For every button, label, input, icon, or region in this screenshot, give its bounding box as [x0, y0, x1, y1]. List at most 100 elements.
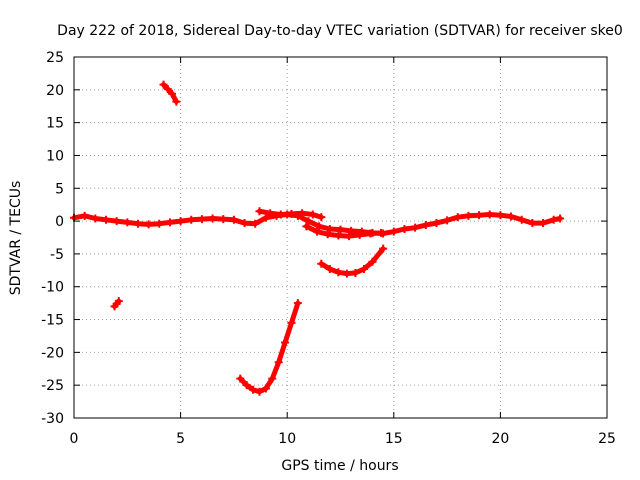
data-point — [317, 213, 326, 222]
data-point — [313, 227, 322, 236]
data-point — [359, 265, 368, 274]
data-point — [336, 225, 345, 234]
data-point — [159, 80, 168, 89]
data-point — [304, 217, 313, 226]
data-point — [240, 219, 249, 228]
x-tick-label: 15 — [385, 431, 403, 447]
x-tick-label: 20 — [491, 431, 509, 447]
y-tick-label: 25 — [46, 50, 64, 66]
data-point — [464, 211, 473, 220]
data-point — [168, 89, 177, 98]
data-point — [453, 213, 462, 222]
y-tick-label: 10 — [46, 148, 64, 164]
data-point — [219, 215, 228, 224]
data-point — [274, 358, 283, 367]
data-point — [251, 219, 260, 228]
data-point — [261, 213, 270, 222]
y-tick-label: -30 — [41, 411, 64, 427]
data-point — [112, 217, 121, 226]
data-point — [255, 207, 264, 216]
data-point — [377, 228, 386, 237]
data-point — [123, 218, 132, 227]
data-point — [317, 259, 326, 268]
data-point — [421, 221, 430, 230]
data-point — [91, 214, 100, 223]
data-point — [276, 210, 285, 219]
data-series — [70, 80, 565, 396]
x-axis-label: GPS time / hours — [281, 458, 398, 474]
x-tick-label: 0 — [70, 431, 79, 447]
data-point — [155, 219, 164, 228]
data-point — [101, 215, 110, 224]
data-point — [308, 210, 317, 219]
data-point — [334, 268, 343, 277]
y-tick-label: 15 — [46, 116, 64, 132]
data-point — [485, 210, 494, 219]
data-point — [249, 385, 258, 394]
data-point — [475, 211, 484, 220]
data-point — [366, 229, 375, 238]
data-point — [229, 215, 238, 224]
data-point — [165, 218, 174, 227]
data-point — [187, 215, 196, 224]
series-small-segment — [110, 297, 123, 311]
y-tick-label: -5 — [50, 247, 64, 263]
data-point — [411, 223, 420, 232]
y-axis-label: SDTVAR / TECUs — [8, 181, 24, 296]
x-tick-label: 25 — [598, 431, 616, 447]
y-tick-label: -10 — [41, 280, 64, 296]
x-tick-label: 5 — [176, 431, 185, 447]
data-point — [208, 214, 217, 223]
data-point — [345, 232, 354, 241]
data-point — [443, 216, 452, 225]
data-point — [323, 230, 332, 239]
data-point — [389, 227, 398, 236]
chart-title: Day 222 of 2018, Sidereal Day-to-day VTE… — [57, 23, 623, 39]
data-point — [368, 257, 377, 266]
data-point — [539, 219, 548, 228]
data-point — [197, 215, 206, 224]
data-point — [400, 224, 409, 233]
y-tick-label: 5 — [55, 181, 64, 197]
y-tick-label: -25 — [41, 378, 64, 394]
y-tick-label: -15 — [41, 313, 64, 329]
series-deep-arc — [236, 299, 302, 396]
data-point — [496, 211, 505, 220]
data-point — [549, 215, 558, 224]
data-point — [236, 374, 245, 383]
series-main-band — [70, 210, 565, 238]
data-point — [287, 209, 296, 218]
data-point — [507, 212, 516, 221]
data-point — [144, 220, 153, 229]
data-point — [556, 214, 565, 223]
series-high-segment — [159, 80, 181, 106]
data-point — [302, 222, 311, 231]
series-upper-branch — [255, 207, 326, 222]
series-line — [237, 300, 301, 395]
data-point — [351, 268, 360, 277]
data-point — [133, 219, 142, 228]
data-point — [528, 219, 537, 228]
data-point — [315, 222, 324, 231]
data-point — [517, 215, 526, 224]
series-line — [161, 82, 179, 105]
data-point — [172, 97, 181, 106]
data-point — [325, 224, 334, 233]
data-point — [268, 374, 277, 383]
data-point — [334, 231, 343, 240]
data-point — [293, 299, 302, 308]
data-point — [298, 209, 307, 218]
y-tick-label: 0 — [55, 214, 64, 230]
grid-lines — [74, 57, 607, 418]
axis-ticks: 0 5 10 15 20 25 -30 -25 -20 -15 -10 -5 0 5 10 15 20 25 — [41, 50, 616, 447]
data-point — [80, 211, 89, 220]
data-point — [114, 297, 123, 306]
series-secondary-arc — [317, 244, 388, 278]
x-tick-label: 10 — [278, 431, 296, 447]
plot-frame — [73, 56, 608, 419]
data-point — [242, 381, 251, 390]
data-point — [325, 265, 334, 274]
data-point — [342, 269, 351, 278]
series-lower-branch — [302, 222, 386, 241]
